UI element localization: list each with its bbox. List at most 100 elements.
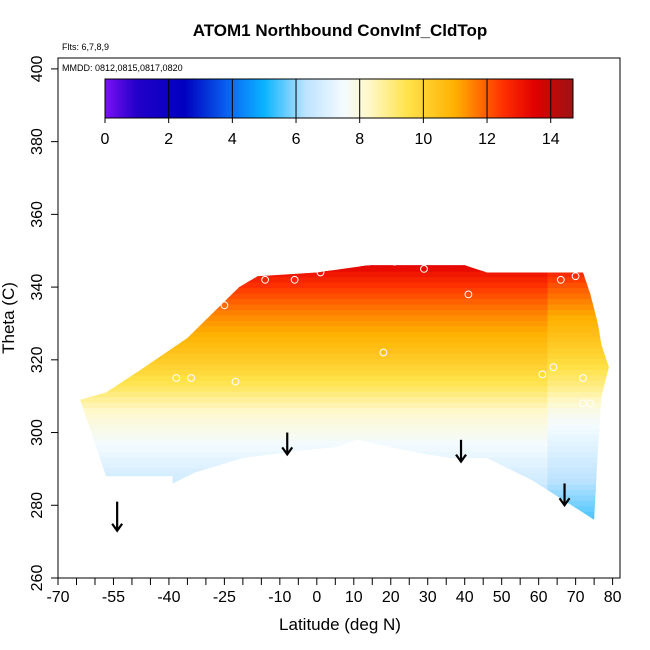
field-cell <box>178 488 183 496</box>
field-cell <box>295 494 300 501</box>
field-cell <box>193 368 198 376</box>
field-cell <box>367 494 372 501</box>
field-cell <box>202 510 207 518</box>
field-cell <box>202 390 207 398</box>
field-cell <box>154 287 159 294</box>
field-cell <box>298 330 303 338</box>
field-cell <box>301 287 306 294</box>
field-cell <box>250 499 255 507</box>
field-cell <box>115 276 120 283</box>
field-cell <box>187 390 192 398</box>
field-cell <box>97 265 102 267</box>
field-cell <box>295 325 300 332</box>
field-cell <box>154 303 159 310</box>
field-cell <box>232 336 237 343</box>
field-cell <box>370 412 375 419</box>
field-cell <box>292 287 297 294</box>
field-cell <box>250 418 255 425</box>
field-cell <box>109 423 114 430</box>
field-cell <box>286 483 291 490</box>
field-cell <box>274 276 279 283</box>
field-cell <box>80 494 84 501</box>
field-cell <box>190 352 195 359</box>
field-cell <box>148 325 153 332</box>
field-cell <box>208 456 213 463</box>
field-cell <box>133 456 138 463</box>
field-cell <box>80 505 81 512</box>
field-cell <box>142 412 147 419</box>
field-cell <box>94 265 99 272</box>
field-cell <box>94 412 99 419</box>
field-cell <box>244 396 249 403</box>
field-cell <box>283 467 288 474</box>
field-cell <box>80 445 84 452</box>
field-cell <box>367 510 372 518</box>
field-cell <box>175 439 180 447</box>
field-cell <box>262 478 267 485</box>
field-cell <box>247 439 252 447</box>
field-cell <box>112 407 117 414</box>
field-cell <box>340 374 345 381</box>
field-cell <box>304 358 309 365</box>
field-cell <box>157 418 162 425</box>
field-cell <box>118 265 123 272</box>
field-cell <box>107 522 111 529</box>
field-cell <box>280 281 285 289</box>
field-cell <box>127 412 132 419</box>
field-cell <box>187 516 192 520</box>
field-cell <box>232 396 237 403</box>
field-cell <box>373 368 378 376</box>
field-cell <box>112 298 117 305</box>
field-cell <box>181 368 186 376</box>
field-cell <box>211 374 216 381</box>
field-cell <box>184 401 189 409</box>
field-cell <box>319 368 324 376</box>
field-cell <box>160 368 165 376</box>
field-cell <box>358 450 363 458</box>
field-cell <box>352 270 357 278</box>
field-cell <box>274 483 279 490</box>
field-cell <box>133 478 138 485</box>
field-cell <box>97 423 102 430</box>
field-cell <box>211 287 216 294</box>
field-cell <box>244 412 249 419</box>
field-cell <box>331 281 336 289</box>
field-cell <box>268 505 273 512</box>
field-cell <box>121 358 126 365</box>
field-cell <box>262 314 267 321</box>
field-cell <box>97 434 102 441</box>
field-cell <box>80 336 84 343</box>
field-cell <box>88 407 93 414</box>
field-cell <box>322 358 327 365</box>
field-cell <box>193 330 198 338</box>
field-cell <box>85 330 90 338</box>
field-cell <box>121 390 126 398</box>
field-cell <box>328 336 333 343</box>
field-cell <box>322 379 327 387</box>
field-cell <box>127 505 132 512</box>
field-cell <box>118 434 123 441</box>
field-cell <box>292 358 297 365</box>
field-cell <box>193 298 198 305</box>
field-cell <box>190 358 195 365</box>
field-cell <box>88 499 93 507</box>
field-cell <box>220 303 225 310</box>
field-cell <box>307 319 312 327</box>
field-cell <box>271 287 276 294</box>
field-cell <box>109 358 114 365</box>
field-cell <box>364 347 369 354</box>
field-cell <box>253 456 258 463</box>
field-cell <box>211 510 216 518</box>
field-cell <box>319 303 324 310</box>
field-cell <box>337 270 342 278</box>
field-cell <box>235 314 240 321</box>
field-cell <box>202 505 207 512</box>
field-cell <box>211 396 216 403</box>
field-cell <box>97 483 102 490</box>
field-cell <box>340 325 345 332</box>
field-cell <box>199 483 204 490</box>
field-cell <box>112 494 117 501</box>
field-cell <box>91 499 96 507</box>
field-cell <box>154 516 159 520</box>
field-cell <box>328 428 333 436</box>
